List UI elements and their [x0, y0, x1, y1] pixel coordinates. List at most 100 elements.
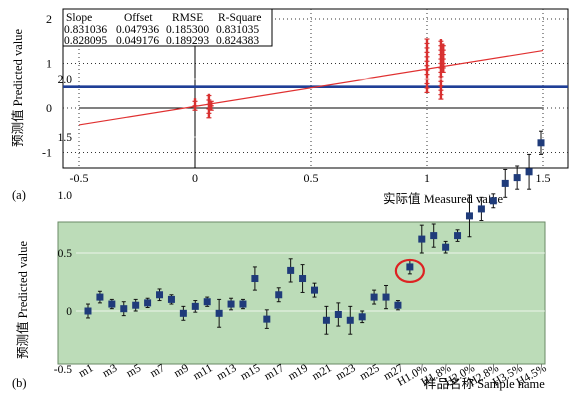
data-point-group [167, 294, 175, 305]
data-point-group [287, 258, 295, 283]
stats-header: Slope [66, 12, 92, 24]
regression-line [78, 50, 544, 126]
data-point [465, 212, 473, 220]
data-point-group [96, 290, 104, 304]
y-tick-label: 0 [46, 101, 52, 115]
stats-cell: 0.049176 [116, 35, 159, 47]
data-point-group [334, 302, 342, 327]
data-point [454, 232, 462, 240]
x-tick-label: m17 [263, 362, 287, 383]
y-tick-label: 1.5 [58, 132, 73, 144]
stats-table-box [62, 8, 273, 47]
data-point [239, 300, 247, 308]
data-point-cluster [192, 98, 198, 111]
data-point [525, 168, 533, 176]
data-point [358, 313, 366, 321]
stats-cell: 0.828095 [64, 35, 107, 47]
data-point-group [203, 296, 211, 307]
x-tick-label: 1.5 [536, 171, 551, 185]
x-tick-label: m1 [77, 362, 96, 380]
data-point-group [156, 288, 164, 302]
data-point [430, 232, 438, 240]
y-tick-label: -0.5 [54, 364, 72, 376]
data-point-group [120, 301, 128, 317]
data-point [501, 179, 509, 187]
data-point [322, 316, 330, 324]
data-point-group [525, 153, 533, 190]
stats-cell: 0.189293 [166, 35, 209, 47]
data-point-group [322, 305, 330, 335]
data-point-group [346, 305, 354, 335]
data-point [179, 309, 187, 317]
data-point [191, 302, 199, 310]
x-axis-label: 实际值 Measured value [383, 191, 504, 206]
data-point-group [239, 298, 247, 310]
data-point [96, 293, 104, 301]
x-tick-label: m21 [310, 362, 334, 383]
panel-label-b: (b) [12, 376, 27, 390]
data-point-group [215, 298, 223, 328]
data-point-group [489, 193, 497, 209]
data-point-group [263, 309, 271, 329]
data-point [251, 275, 259, 283]
data-point-group [108, 298, 116, 310]
data-point-group [370, 289, 378, 305]
data-point-group [513, 165, 521, 190]
data-point-group [179, 305, 187, 321]
x-tick-label: 0 [192, 171, 198, 185]
stats-header: Offset [124, 12, 153, 24]
data-point-group [418, 224, 426, 254]
data-point [442, 243, 450, 251]
y-tick-label: 2 [46, 12, 52, 26]
x-tick-label: m5 [124, 362, 143, 380]
data-point [156, 291, 164, 299]
x-tick-label: m19 [286, 362, 310, 383]
data-point-group [477, 196, 485, 222]
data-point-group [537, 130, 545, 155]
x-tick-label: m9 [172, 362, 191, 380]
y-tick-label: 0 [66, 306, 72, 318]
data-point [120, 305, 128, 313]
plot-background-b [57, 221, 546, 365]
data-point-cluster [208, 100, 214, 111]
x-tick-label: 1 [424, 171, 430, 185]
stats-cell: 0.831035 [216, 24, 259, 36]
data-point-group [501, 168, 509, 198]
data-point-group [191, 300, 199, 313]
y-tick-label: 1 [46, 57, 52, 71]
stats-cell: 0.824383 [216, 35, 259, 47]
data-point-group [358, 310, 366, 324]
x-tick-label: m23 [334, 362, 358, 383]
x-axis-label: 样品名称 Sample name [424, 376, 545, 391]
x-tick-label: -0.5 [70, 171, 89, 185]
data-point [215, 309, 223, 317]
x-tick-label: m3 [101, 362, 120, 380]
x-tick-label: m13 [215, 362, 239, 383]
x-tick-label: m15 [239, 362, 263, 383]
y-tick-label: 0.5 [58, 248, 73, 260]
data-point-group [275, 287, 283, 303]
data-point [84, 307, 92, 315]
stats-header: RMSE [172, 12, 203, 24]
data-point [513, 174, 521, 182]
data-point [489, 197, 497, 205]
data-point [418, 235, 426, 243]
data-point [537, 139, 545, 147]
data-point [406, 263, 414, 271]
y-tick-label: 1.0 [58, 190, 73, 202]
data-point-cluster [440, 43, 446, 74]
data-point-group [442, 240, 450, 254]
data-point [382, 293, 390, 301]
data-point-group [251, 266, 259, 291]
data-point [167, 295, 175, 303]
data-point-group [394, 300, 402, 311]
y-axis-label: 预测值 Predicted value [15, 241, 30, 359]
data-point [394, 301, 402, 309]
data-point [108, 300, 116, 308]
data-point [275, 291, 283, 299]
data-point [227, 300, 235, 308]
data-point-group [454, 229, 462, 242]
x-tick-label: m25 [358, 362, 382, 383]
stats-cell: 0.831036 [64, 24, 107, 36]
